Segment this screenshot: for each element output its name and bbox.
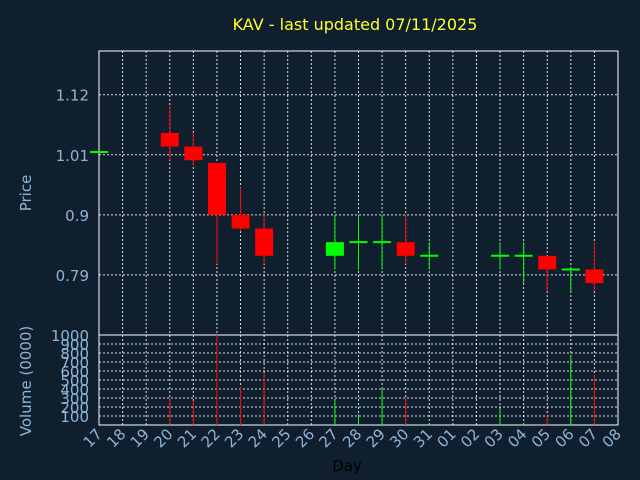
day-tick-label: 29 [363,425,389,451]
volume-tick-label: 1000 [51,327,89,345]
volume-tick-label: 700 [60,354,89,372]
x-axis-label: Day [332,457,362,475]
volume-tick-label: 200 [60,399,89,417]
day-tick-label: 17 [80,425,106,451]
volume-tick-label: 600 [60,363,89,381]
day-tick-label: 07 [575,425,601,451]
volume-tick-label: 300 [60,390,89,408]
volume-tick-label: 900 [60,336,89,354]
day-tick-label: 25 [268,425,294,451]
grid-lines [99,51,618,425]
volume-tick-label: 400 [60,381,89,399]
candle-body [396,242,415,256]
price-tick-label: 0.9 [65,207,89,225]
candle-body [184,146,203,161]
day-tick-label: 01 [433,425,459,451]
volume-axis-label: Volume (0000) [17,326,35,436]
day-tick-label: 27 [316,425,342,451]
day-tick-label: 20 [150,425,176,451]
day-tick-label: 06 [551,425,577,451]
volume-tick-label: 100 [60,408,89,426]
price-tick-label: 1.12 [56,87,89,105]
candle-body [585,269,604,284]
price-axis-label: Price [17,175,35,212]
chart-title: KAV - last updated 07/11/2025 [233,15,478,34]
day-tick-label: 31 [410,425,436,451]
day-tick-label: 21 [174,425,200,451]
day-tick-label: 18 [103,425,129,451]
price-tick-labels: 0.79 0.9 1.01 1.12 [56,87,89,285]
volume-tick-label: 800 [60,345,89,363]
candle-body [255,228,274,256]
day-tick-label: 08 [599,425,625,451]
day-tick-label: 19 [127,425,153,451]
volume-tick-label: 500 [60,372,89,390]
price-tick-label: 0.79 [56,267,89,285]
day-tick-label: 02 [457,425,483,451]
day-tick-label: 04 [504,425,530,451]
day-tick-label: 22 [198,425,224,451]
candle-body [325,242,344,256]
candle-body [231,214,250,229]
price-candles [90,105,604,292]
day-tick-label: 05 [528,425,554,451]
candle-body [538,255,557,270]
volume-bars [169,335,595,425]
candle-body [207,162,226,215]
day-tick-label: 03 [481,425,507,451]
day-tick-label: 24 [245,425,271,451]
price-tick-label: 1.01 [56,147,89,165]
day-tick-label: 28 [339,425,365,451]
day-tick-labels: 1718192021222324252627282930310102030405… [80,425,625,451]
candle-body [160,132,179,147]
day-tick-label: 23 [221,425,247,451]
day-tick-label: 26 [292,425,318,451]
day-tick-label: 30 [386,425,412,451]
